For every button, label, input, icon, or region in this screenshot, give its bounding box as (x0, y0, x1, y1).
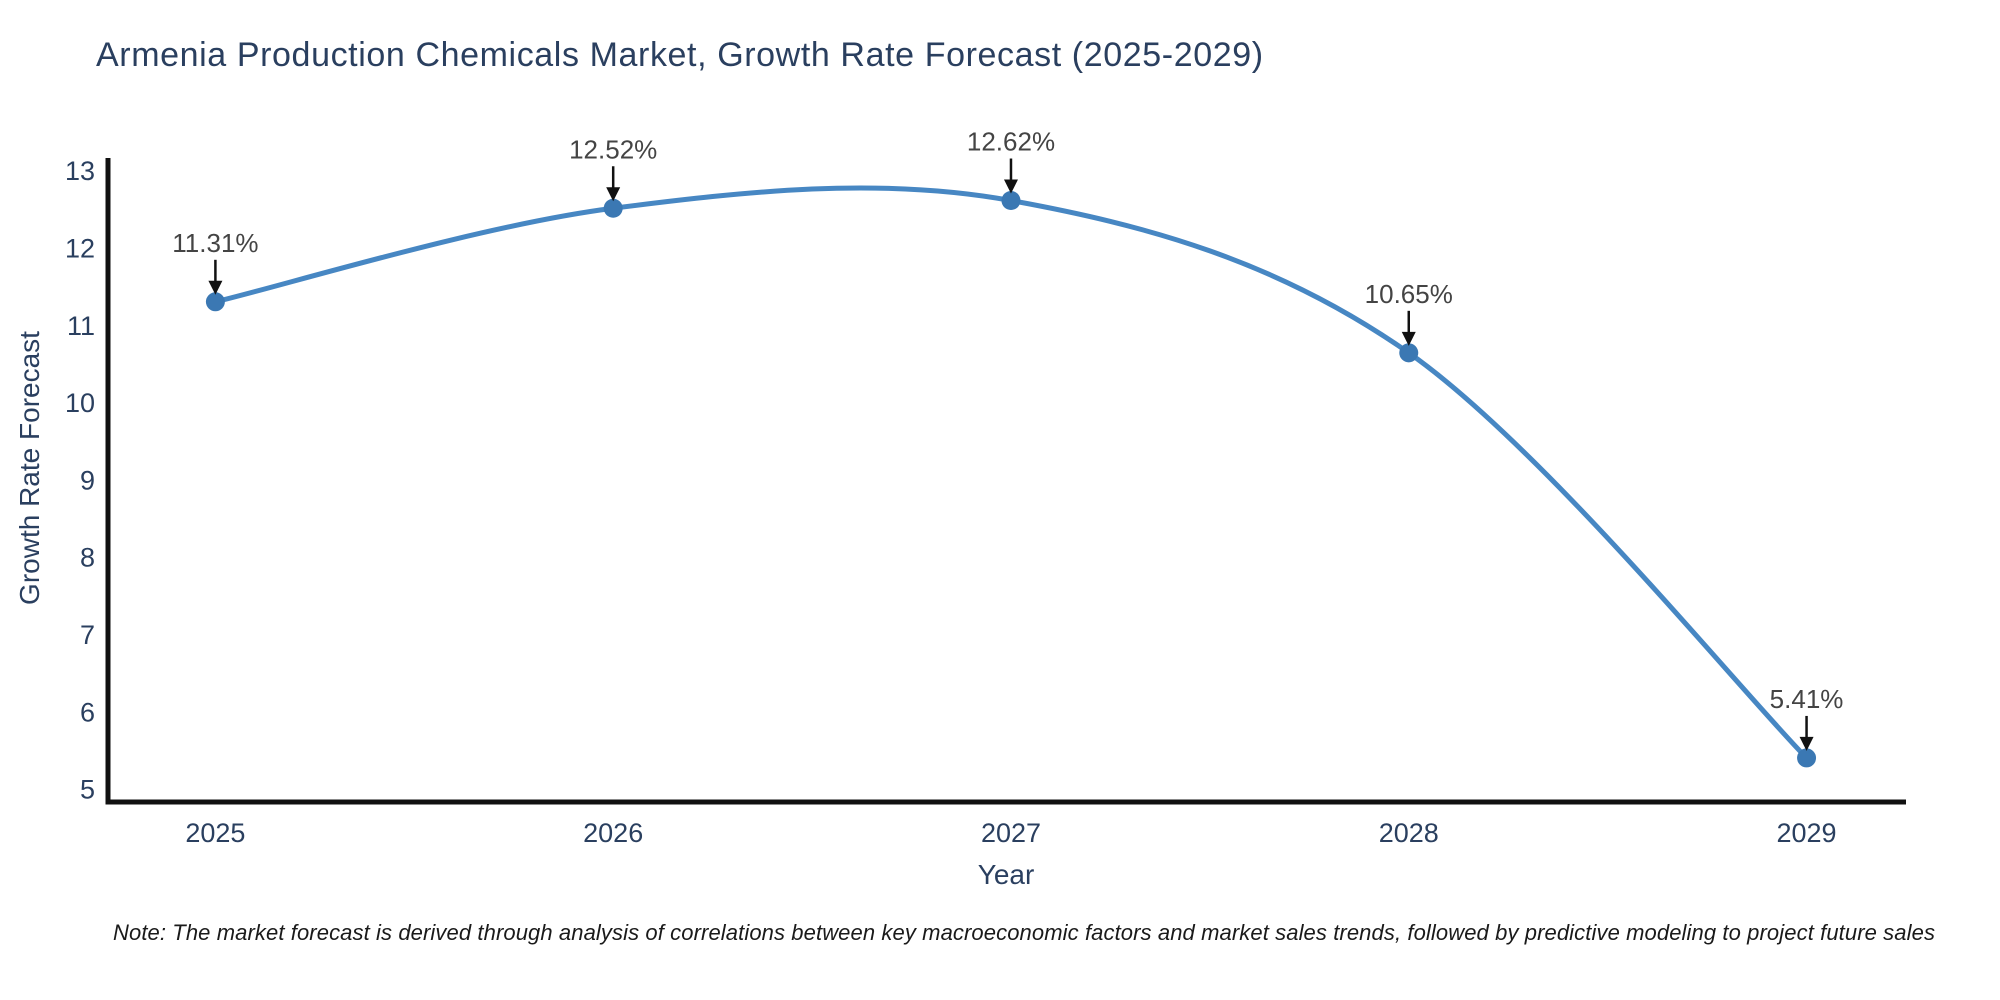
data-point-marker (603, 198, 623, 218)
annotation-label: 5.41% (1770, 684, 1844, 714)
annotation-arrowhead (1003, 179, 1018, 194)
x-axis-title: Year (977, 859, 1035, 890)
y-tick-label: 5 (80, 775, 95, 805)
annotation-label: 11.31% (172, 228, 258, 258)
y-tick-label: 7 (80, 620, 95, 650)
data-point-marker (205, 292, 225, 312)
x-tick-label: 2026 (583, 818, 643, 848)
x-tick-label: 2025 (185, 818, 245, 848)
data-point-marker (1399, 343, 1419, 363)
y-tick-label: 6 (80, 697, 95, 727)
y-axis-title: Growth Rate Forecast (14, 331, 45, 605)
x-tick-label: 2028 (1379, 818, 1439, 848)
y-tick-label: 10 (65, 388, 95, 418)
y-tick-label: 11 (67, 311, 95, 341)
annotation-arrowhead (1799, 736, 1814, 751)
y-tick-label: 8 (80, 543, 95, 573)
footnote: Note: The market forecast is derived thr… (113, 920, 1936, 945)
chart-title: Armenia Production Chemicals Market, Gro… (96, 36, 1264, 74)
y-tick-label: 9 (80, 465, 95, 495)
data-point-marker (1797, 748, 1817, 768)
y-tick-label: 12 (65, 233, 95, 263)
data-point-marker (1001, 191, 1021, 211)
forecast-line (212, 185, 1810, 761)
annotation-arrowhead (1401, 331, 1416, 346)
x-tick-label: 2027 (981, 818, 1041, 848)
annotation-label: 12.52% (569, 134, 657, 164)
annotation-label: 10.65% (1365, 279, 1453, 309)
x-tick-label: 2029 (1777, 818, 1837, 848)
annotation-arrowhead (208, 280, 223, 295)
annotation-label: 12.62% (967, 127, 1055, 157)
y-tick-label: 13 (65, 156, 95, 186)
annotation-arrowhead (606, 187, 621, 202)
